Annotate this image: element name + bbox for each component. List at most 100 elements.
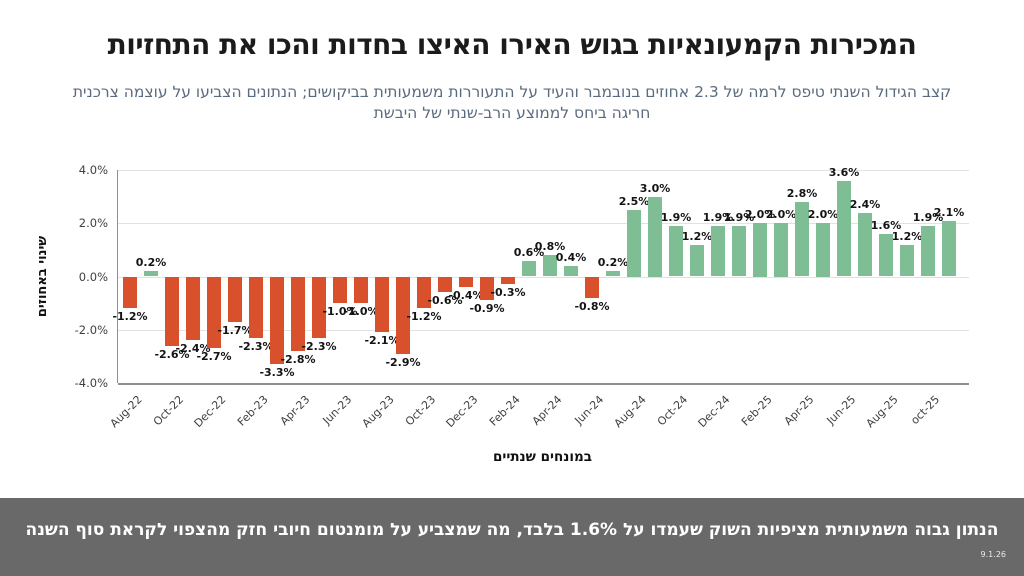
bar [375, 276, 389, 333]
bar-value-label: -2.1% [364, 334, 400, 348]
bar-value-label: -2.6% [154, 347, 190, 361]
bar-value-label: 2.1% [933, 205, 965, 219]
y-axis-tick-label: -2.0% [74, 322, 108, 337]
footer-banner: הנתון גבוה משמעותית מציפיות השוק שעמדו ע… [0, 498, 1024, 576]
bar-value-label: -0.4% [448, 289, 484, 303]
bar-value-label: -0.8% [574, 299, 610, 313]
gridline [118, 170, 969, 171]
x-axis-tick-label: oct-25 [908, 393, 943, 427]
x-axis-tick-label: Oct-23 [402, 393, 439, 429]
x-axis-tick-label: Feb-23 [234, 393, 271, 429]
bar-value-label: 2.0% [807, 208, 839, 222]
bar-value-label: 2.8% [786, 186, 818, 200]
bar-value-label: -2.3% [238, 339, 274, 353]
x-axis-tick-label: Apr-25 [781, 393, 817, 428]
x-axis-tick-label: Feb-24 [486, 393, 523, 429]
x-axis-title: במונחים שנתיים [492, 449, 593, 465]
bar-value-label: 1.9% [912, 210, 944, 224]
bar-value-label: 0.2% [597, 256, 629, 270]
y-axis-tick-label: 0.0% [78, 269, 108, 284]
bar-value-label: 1.9% [660, 210, 692, 224]
gridline [118, 329, 969, 331]
x-axis-tick-label: Dec-24 [695, 393, 733, 430]
bar [753, 223, 767, 277]
bar [396, 276, 410, 354]
bar-value-label: 1.2% [681, 229, 713, 243]
chart-subtitle: קצב הגידול השנתי טיפס לרמה של 2.3 אחוזים… [72, 83, 952, 122]
x-axis-tick-label: Apr-24 [529, 393, 565, 428]
bar [417, 276, 431, 309]
bar-value-label: 2.0% [744, 208, 776, 222]
y-axis-title: שינוי באחוזים [35, 235, 51, 317]
bar [270, 276, 284, 365]
bar [522, 260, 536, 277]
x-axis-tick-label: Aug-24 [611, 393, 649, 431]
bar-value-label: 1.6% [870, 218, 902, 232]
bar [816, 223, 830, 277]
bar-value-label: -2.3% [301, 339, 337, 353]
bar-value-label: 0.8% [534, 240, 566, 254]
bar [606, 271, 620, 277]
bar [711, 225, 725, 277]
x-axis-tick-label: Aug-23 [359, 393, 397, 431]
bar [837, 180, 851, 277]
y-axis-title-box: שינוי באחוזים [30, 176, 56, 376]
gridline [118, 383, 969, 385]
bar [501, 276, 515, 285]
bar-value-label: 0.4% [555, 250, 587, 264]
bar-value-label: -2.9% [385, 355, 421, 369]
bar-value-label: -1.7% [217, 323, 253, 337]
bar-value-label: -1.2% [112, 310, 148, 324]
bar-value-label: -0.3% [490, 286, 526, 300]
bar-value-label: 0.2% [135, 256, 167, 270]
bar [291, 276, 305, 352]
plot-area: 4.0% 2.0% 0.0% -2.0% -4.0% -1.2% 0.2% -2.6% -2.4… [75, 163, 969, 430]
bar [312, 276, 326, 338]
bar [207, 276, 221, 349]
bar [480, 276, 494, 301]
bar [648, 196, 662, 277]
bar-value-label: 1.9% [702, 210, 734, 224]
bar-value-label: -1.0% [322, 305, 358, 319]
bar-value-label: -3.3% [259, 366, 295, 380]
gridline [118, 276, 969, 278]
chart-title: המכירות הקמעונאיות בגוש האירו האיצו בחדו… [107, 28, 917, 61]
bar-value-label: -1.0% [343, 305, 379, 319]
bar [543, 255, 557, 277]
bar [459, 276, 473, 288]
bar [732, 225, 746, 277]
bar [144, 271, 158, 277]
x-axis-tick-label: Oct-24 [654, 393, 691, 429]
bar [585, 276, 599, 298]
x-axis-tick-label: Dec-22 [191, 393, 229, 430]
bar-value-label: -2.4% [175, 342, 211, 356]
bar [774, 223, 788, 277]
bar [900, 244, 914, 277]
bar [228, 276, 242, 322]
bar [795, 201, 809, 277]
bar-value-label: -2.8% [280, 353, 316, 367]
y-axis-tick-label: 4.0% [78, 163, 108, 177]
x-axis-tick-label: Oct-22 [150, 393, 187, 429]
x-axis-tick-label: Aug-22 [107, 393, 145, 431]
x-axis-tick-label: Jun-23 [320, 393, 355, 428]
x-axis-tick-label: Jun-25 [824, 393, 859, 428]
gridline [118, 223, 969, 225]
bar [333, 276, 347, 304]
bar [564, 265, 578, 277]
x-axis-tick-label: Jun-24 [572, 393, 607, 428]
bar-value-label: -1.2% [406, 310, 442, 324]
bar [627, 209, 641, 277]
bar [249, 276, 263, 338]
bar-value-label: 2.0% [765, 208, 797, 222]
footer-text: הנתון גבוה משמעותית מציפיות השוק שעמדו ע… [25, 520, 999, 540]
bar [879, 233, 893, 277]
bar-value-label: -2.7% [196, 350, 232, 364]
bar-value-label: 1.9% [723, 210, 755, 224]
bar [669, 225, 683, 277]
bar-value-label: 3.0% [639, 181, 671, 195]
bar [858, 212, 872, 277]
bar [354, 276, 368, 304]
bar [690, 244, 704, 277]
